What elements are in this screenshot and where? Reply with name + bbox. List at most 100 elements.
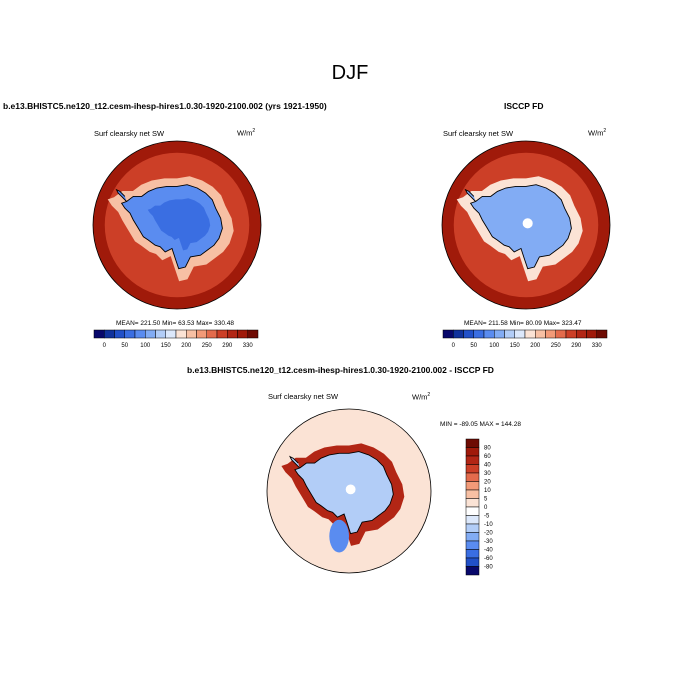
colorbar-swatch bbox=[247, 329, 259, 339]
colorbar-swatch bbox=[104, 329, 115, 339]
colorbar-swatch bbox=[227, 329, 238, 339]
panel-1-title: b.e13.BHISTC5.ne120_t12.cesm-ihesp-hires… bbox=[3, 101, 327, 111]
colorbar-swatch bbox=[555, 329, 567, 339]
colorbar-swatch bbox=[124, 329, 136, 339]
colorbar-swatch bbox=[465, 481, 480, 491]
colorbar-tick-label: 330 bbox=[243, 343, 254, 349]
colorbar-swatch bbox=[216, 329, 228, 339]
colorbar-tick-label: 30 bbox=[484, 471, 491, 477]
panel-3-stats: MIN = -89.05 MAX = 144.28 bbox=[440, 421, 521, 428]
colorbar-swatch bbox=[463, 329, 474, 339]
colorbar-tick-label: 40 bbox=[484, 463, 491, 469]
colorbar-tick-label: 250 bbox=[202, 343, 213, 349]
colorbar-tick-label: -10 bbox=[484, 522, 493, 528]
colorbar-tick-label: 50 bbox=[121, 343, 128, 349]
colorbar-swatch bbox=[465, 472, 480, 482]
colorbar-tick-label: -5 bbox=[484, 514, 490, 520]
colorbar-tick-label: 0 bbox=[452, 343, 456, 349]
colorbar-swatch bbox=[155, 329, 166, 339]
colorbar-swatch bbox=[196, 329, 207, 339]
south-pole-missing bbox=[345, 484, 356, 495]
colorbar-tick-label: 100 bbox=[140, 343, 151, 349]
colorbar-tick-label: 50 bbox=[470, 343, 477, 349]
coastline-peninsula bbox=[115, 188, 127, 202]
colorbar-swatch bbox=[93, 329, 105, 339]
colorbar-swatch bbox=[114, 329, 125, 339]
coastline bbox=[120, 184, 223, 270]
coastline bbox=[294, 451, 394, 535]
panel-1-colorbar: 0 50 100 150 200 250 290 330 bbox=[93, 329, 259, 349]
colorbar-swatch bbox=[465, 523, 480, 533]
colorbar-tick-label: 10 bbox=[484, 488, 491, 494]
colorbar-swatch bbox=[596, 329, 608, 339]
colorbar-tick-label: -30 bbox=[484, 539, 493, 545]
colorbar-swatch bbox=[465, 557, 480, 567]
colorbar-swatch bbox=[186, 329, 197, 339]
colorbar-swatch bbox=[442, 329, 454, 339]
colorbar-tick-label: 0 bbox=[103, 343, 107, 349]
colorbar-tick-label: 60 bbox=[484, 454, 491, 460]
colorbar-swatch bbox=[175, 329, 187, 339]
panel-2-colorbar: 0 50 100 150 200 250 290 330 bbox=[442, 329, 608, 349]
contour-antarctica-interior bbox=[147, 198, 211, 251]
map-frame bbox=[441, 140, 611, 310]
south-pole-missing bbox=[522, 218, 533, 229]
colorbar-swatch bbox=[535, 329, 546, 339]
colorbar-swatch bbox=[165, 329, 177, 339]
colorbar-tick-label: 5 bbox=[484, 497, 488, 503]
colorbar-swatch bbox=[514, 329, 526, 339]
panel-1-stats: MEAN= 221.50 Min= 63.53 Max= 330.48 bbox=[116, 320, 234, 327]
panel-1-polar-map bbox=[92, 140, 262, 310]
panel-3-polar-map bbox=[266, 408, 432, 574]
colorbar-swatch bbox=[145, 329, 156, 339]
panel-2-polar-map bbox=[441, 140, 611, 310]
colorbar-swatch bbox=[465, 540, 480, 550]
colorbar-swatch bbox=[465, 532, 480, 542]
colorbar-swatch bbox=[465, 549, 480, 559]
colorbar-swatch bbox=[465, 455, 480, 465]
colorbar-swatch bbox=[134, 329, 146, 339]
colorbar-swatch bbox=[453, 329, 464, 339]
colorbar-swatch bbox=[494, 329, 505, 339]
panel-1-units-label: W/m2 bbox=[237, 128, 256, 138]
coastline-peninsula bbox=[464, 188, 476, 202]
colorbar-tick-label: -80 bbox=[484, 565, 493, 571]
colorbar-tick-label: 0 bbox=[484, 505, 488, 511]
colorbar-tick-label: 100 bbox=[489, 343, 500, 349]
colorbar-tick-label: -60 bbox=[484, 556, 493, 562]
map-fill-layers bbox=[93, 141, 261, 309]
map-frame bbox=[266, 408, 432, 574]
colorbar-tick-label: -20 bbox=[484, 531, 493, 537]
colorbar-swatch bbox=[465, 489, 480, 499]
colorbar-tick-label: 150 bbox=[510, 343, 521, 349]
contour-weddell-sea bbox=[329, 519, 349, 553]
colorbar-swatch bbox=[465, 566, 480, 576]
colorbar-swatch bbox=[524, 329, 536, 339]
colorbar-swatch bbox=[465, 438, 480, 448]
coastline-peninsula bbox=[288, 455, 301, 469]
colorbar-tick-label: 330 bbox=[592, 343, 603, 349]
panel-3-colorbar: 80 60 40 30 20 10 5 0 -5 -10 -20 -30 -40 -60 -80 bbox=[465, 438, 493, 576]
panel-1-variable-label: Surf clearsky net SW bbox=[94, 129, 165, 138]
colorbar-tick-label: 290 bbox=[222, 343, 233, 349]
colorbar-swatch bbox=[504, 329, 515, 339]
map-fill-layers bbox=[267, 409, 431, 573]
panel-2-units-label: W/m2 bbox=[588, 128, 607, 138]
panel-2-title: ISCCP FD bbox=[504, 101, 544, 111]
panel-2-variable-label: Surf clearsky net SW bbox=[443, 129, 514, 138]
map-frame bbox=[92, 140, 262, 310]
colorbar-swatch bbox=[565, 329, 577, 339]
colorbar-swatch bbox=[206, 329, 218, 339]
colorbar-swatch bbox=[545, 329, 556, 339]
colorbar-swatch bbox=[465, 506, 480, 516]
colorbar-tick-label: 200 bbox=[530, 343, 541, 349]
colorbar-swatch bbox=[465, 498, 480, 508]
colorbar-tick-label: 150 bbox=[161, 343, 172, 349]
panel-2-stats: MEAN= 211.58 Min= 80.09 Max= 323.47 bbox=[464, 320, 582, 327]
panel-3-title: b.e13.BHISTC5.ne120_t12.cesm-ihesp-hires… bbox=[187, 365, 494, 375]
panel-3-variable-label: Surf clearsky net SW bbox=[268, 392, 339, 401]
colorbar-tick-label: 250 bbox=[551, 343, 562, 349]
colorbar-swatch bbox=[465, 464, 480, 474]
colorbar-tick-label: 200 bbox=[181, 343, 192, 349]
contour-antarctica-ice-sheet bbox=[294, 451, 394, 534]
